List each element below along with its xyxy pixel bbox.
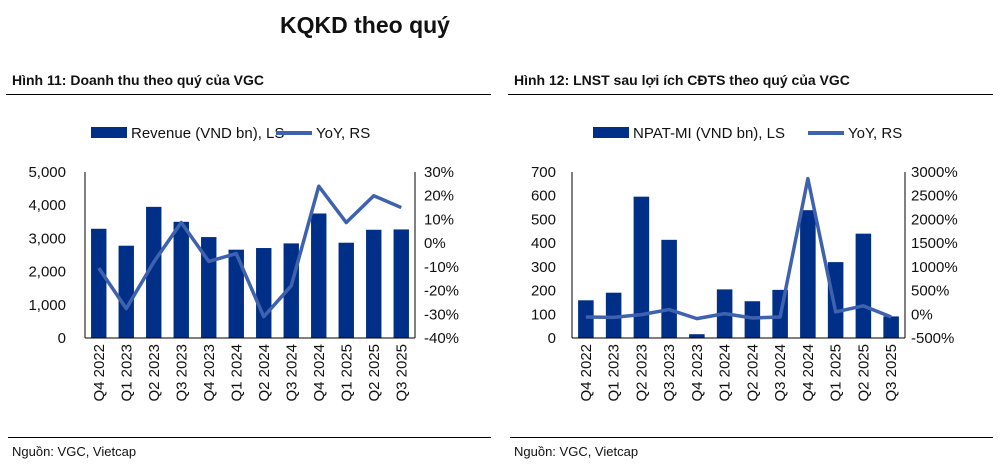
x-tick-label: Q1 2025	[338, 344, 355, 402]
x-tick-label: Q1 2023	[118, 344, 135, 402]
x-tick-label: Q3 2025	[883, 344, 900, 402]
yoy-line	[585, 176, 892, 321]
bar	[689, 334, 705, 338]
chart-title: Hình 12: LNST sau lợi ích CĐTS theo quý …	[508, 70, 993, 95]
y-tick-label: 500	[531, 211, 556, 228]
bar	[91, 228, 107, 338]
page-title: KQKD theo quý	[280, 12, 450, 38]
y2-tick-label: 10%	[424, 211, 454, 228]
x-tick-label: Q4 2023	[689, 344, 706, 402]
x-tick-label: Q3 2025	[393, 344, 410, 402]
y2-tick-label: 0%	[911, 306, 933, 323]
x-tick-label: Q2 2024	[744, 344, 761, 402]
bar	[827, 262, 844, 338]
chart-panel-npat: Hình 12: LNST sau lợi ích CĐTS theo quý …	[508, 70, 993, 465]
bar	[118, 245, 134, 338]
bar	[800, 210, 816, 338]
y-tick-label: 700	[531, 164, 556, 181]
y2-tick-label: 0%	[424, 235, 446, 252]
y2-tick-label: -500%	[911, 330, 954, 347]
x-tick-label: Q1 2024	[717, 344, 734, 402]
bar	[605, 292, 622, 338]
bar	[393, 229, 409, 338]
bar	[173, 221, 189, 338]
chart-source: Nguồn: VGC, Vietcap	[510, 437, 993, 459]
y2-tick-label: 20%	[424, 188, 454, 205]
y2-tick-label: 2000%	[911, 211, 958, 228]
bar	[146, 206, 162, 338]
x-tick-label: Q3 2024	[283, 344, 300, 402]
y-tick-label: 600	[531, 188, 556, 205]
y-tick-label: 3,000	[28, 230, 66, 247]
bar	[256, 248, 272, 338]
y-tick-label: 400	[531, 235, 556, 252]
y2-tick-label: -10%	[424, 259, 459, 276]
legend-bar-swatch	[593, 127, 629, 138]
y2-tick-label: 1500%	[911, 235, 958, 252]
y2-tick-label: -20%	[424, 283, 459, 300]
x-tick-label: Q2 2023	[146, 344, 163, 402]
y2-tick-label: 500%	[911, 283, 949, 300]
x-tick-label: Q2 2025	[366, 344, 383, 402]
x-tick-label: Q4 2024	[311, 344, 328, 402]
bar	[633, 196, 650, 338]
y-tick-label: 0	[548, 330, 556, 347]
x-tick-label: Q1 2024	[228, 344, 245, 402]
chart-title: Hình 11: Doanh thu theo quý của VGC	[6, 70, 491, 95]
x-tick-label: Q1 2023	[606, 344, 623, 402]
y2-tick-label: 2500%	[911, 188, 958, 205]
legend-line-label: YoY, RS	[316, 125, 370, 142]
x-tick-label: Q3 2024	[772, 344, 789, 402]
x-tick-label: Q3 2023	[661, 344, 678, 402]
npat-chart: NPAT-MI (VND bn), LS YoY, RS 0 100 200 300 400…	[531, 125, 958, 402]
bar	[578, 300, 594, 338]
y-tick-label: 0	[58, 330, 66, 347]
y-tick-label: 4,000	[28, 197, 66, 214]
legend-bar-label: Revenue (VND bn), LS	[131, 125, 284, 142]
bar	[661, 239, 677, 338]
y-tick-label: 5,000	[28, 164, 66, 181]
x-tick-label: Q1 2025	[828, 344, 845, 402]
x-tick-label: Q4 2023	[201, 344, 218, 402]
y-tick-label: 2,000	[28, 264, 66, 281]
y2-tick-label: -40%	[424, 330, 459, 347]
bar	[228, 249, 244, 338]
y-tick-label: 1,000	[28, 297, 66, 314]
x-tick-label: Q2 2025	[855, 344, 872, 402]
y2-tick-label: 3000%	[911, 164, 958, 181]
y2-tick-label: -30%	[424, 306, 459, 323]
legend-line-label: YoY, RS	[848, 125, 902, 142]
y-tick-label: 200	[531, 283, 556, 300]
x-tick-label: Q2 2024	[256, 344, 273, 402]
bar	[855, 233, 872, 338]
bar	[883, 316, 899, 338]
bar	[366, 229, 382, 338]
x-tick-label: Q3 2023	[173, 344, 190, 402]
x-tick-label: Q4 2022	[578, 344, 595, 402]
y-tick-label: 100	[531, 306, 556, 323]
y2-tick-label: 30%	[424, 164, 454, 181]
x-tick-label: Q2 2023	[633, 344, 650, 402]
bar	[201, 237, 217, 338]
y2-tick-label: 1000%	[911, 259, 958, 276]
x-tick-label: Q4 2022	[91, 344, 108, 402]
legend-bar-swatch	[91, 127, 127, 138]
yoy-line	[97, 184, 402, 319]
x-tick-label: Q4 2024	[800, 344, 817, 402]
bar	[338, 242, 354, 338]
chart-panel-revenue: Hình 11: Doanh thu theo quý của VGC Reve…	[6, 70, 491, 465]
y-tick-label: 300	[531, 259, 556, 276]
revenue-chart: Revenue (VND bn), LS YoY, RS 0 1,000 2,000 3,…	[28, 125, 459, 402]
legend-bar-label: NPAT-MI (VND bn), LS	[633, 125, 785, 142]
bar	[311, 213, 327, 338]
chart-source: Nguồn: VGC, Vietcap	[8, 437, 491, 459]
